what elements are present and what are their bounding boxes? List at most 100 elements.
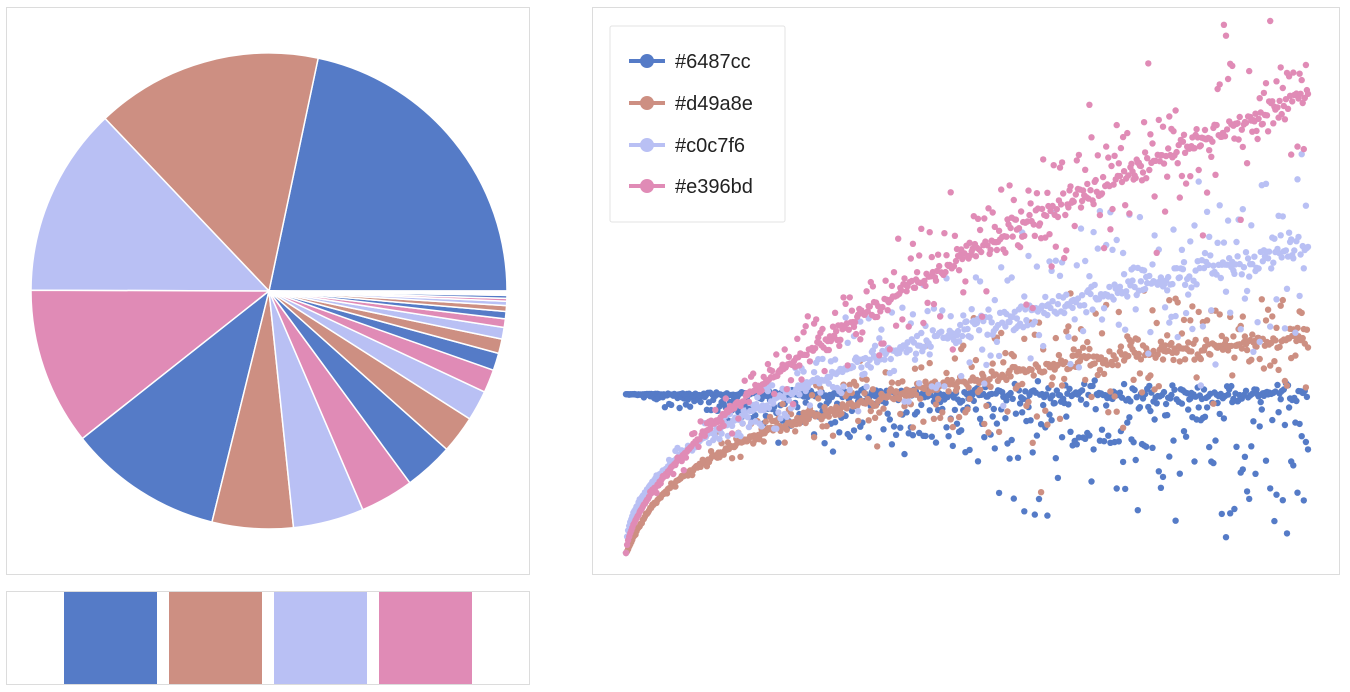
- pie-slice: [30, 289, 270, 440]
- scatter-point: [1241, 333, 1249, 340]
- scatter-point: [1262, 80, 1270, 87]
- scatter-point: [1000, 359, 1007, 366]
- scatter-point: [1172, 312, 1179, 320]
- scatter-point: [1071, 316, 1078, 323]
- scatter-point: [905, 398, 912, 405]
- scatter-point: [976, 415, 984, 422]
- scatter-point: [1203, 404, 1211, 411]
- scatter-point: [974, 458, 982, 465]
- scatter-point: [888, 379, 896, 386]
- scatter-point: [1304, 90, 1312, 98]
- scatter-point: [1242, 119, 1250, 127]
- scatter-point: [1252, 110, 1259, 117]
- scatter-point: [1084, 180, 1091, 188]
- scatter-point: [1195, 166, 1202, 174]
- scatter-point: [943, 252, 950, 259]
- scatter-point: [848, 307, 856, 314]
- scatter-point: [909, 311, 917, 318]
- scatter-point: [1176, 274, 1183, 281]
- scatter-point: [1262, 317, 1270, 324]
- scatter-point: [1140, 267, 1148, 274]
- scatter-point: [1113, 408, 1120, 415]
- scatter-point: [1075, 364, 1083, 371]
- scatter-point: [1292, 352, 1299, 359]
- scatter-point: [780, 394, 787, 402]
- scatter-point: [981, 420, 988, 428]
- scatter-point: [897, 410, 904, 418]
- scatter-point: [777, 415, 784, 422]
- scatter-point: [1159, 473, 1167, 481]
- scatter-point: [1168, 339, 1175, 347]
- scatter-point: [949, 442, 956, 450]
- scatter-point: [810, 434, 818, 441]
- scatter-point: [1304, 446, 1312, 453]
- scatter-point: [1238, 126, 1245, 133]
- scatter-point: [1089, 306, 1096, 313]
- scatter-point: [926, 229, 933, 236]
- scatter-point: [1290, 255, 1297, 262]
- scatter-point: [1260, 365, 1268, 372]
- scatter-point: [905, 323, 912, 330]
- scatter-point: [1161, 304, 1169, 311]
- scatter-point: [1124, 293, 1131, 300]
- scatter-point: [1025, 252, 1032, 260]
- scatter-point: [1157, 338, 1165, 345]
- scatter-point: [1187, 317, 1194, 324]
- scatter-point: [1065, 333, 1072, 340]
- scatter-point: [1270, 120, 1277, 127]
- scatter-point: [1132, 456, 1139, 464]
- scatter-point: [866, 303, 873, 310]
- scatter-point: [1126, 414, 1133, 421]
- scatter-point: [1220, 21, 1228, 28]
- scatter-point: [1235, 136, 1242, 143]
- pie-slice: [30, 117, 270, 292]
- scatter-point: [1243, 346, 1251, 354]
- scatter-point: [913, 269, 921, 276]
- scatter-point: [1179, 138, 1187, 145]
- scatter-point: [966, 395, 973, 402]
- scatter-point: [1248, 356, 1255, 363]
- scatter-point: [838, 410, 845, 417]
- scatter-point: [825, 380, 832, 387]
- scatter-point: [1088, 134, 1095, 141]
- scatter-point: [1165, 145, 1172, 152]
- scatter-point: [937, 313, 944, 320]
- scatter-point: [874, 313, 881, 321]
- scatter-point: [924, 299, 931, 306]
- scatter-point: [1052, 257, 1059, 264]
- scatter-point: [1237, 216, 1244, 223]
- scatter-point: [1070, 346, 1077, 353]
- scatter-point: [882, 399, 889, 406]
- scatter-point: [840, 294, 847, 301]
- scatter-point: [1054, 213, 1062, 221]
- scatter-point: [1271, 235, 1278, 242]
- scatter-point: [1048, 381, 1055, 388]
- scatter-point: [1113, 236, 1120, 244]
- scatter-point: [1100, 305, 1108, 312]
- scatter-point: [1244, 255, 1252, 262]
- scatter-point: [836, 342, 843, 349]
- scatter-point: [1284, 105, 1292, 113]
- scatter-point: [1181, 356, 1189, 363]
- scatter-point: [1146, 166, 1153, 174]
- scatter-point: [845, 326, 852, 333]
- scatter-point: [1134, 336, 1141, 343]
- scatter-point: [1141, 149, 1149, 156]
- scatter-point: [1088, 478, 1095, 485]
- scatter-point: [911, 284, 919, 291]
- scatter-point: [1123, 288, 1130, 295]
- scatter-point: [794, 335, 801, 342]
- scatter-point: [1277, 232, 1284, 239]
- scatter-point: [1270, 259, 1277, 266]
- scatter-point: [1109, 361, 1116, 369]
- scatter-point: [1248, 443, 1255, 450]
- scatter-point: [1122, 485, 1129, 493]
- scatter-point: [953, 384, 961, 391]
- scatter-point: [712, 406, 719, 414]
- scatter-point: [1221, 133, 1229, 140]
- scatter-point: [1271, 358, 1278, 365]
- scatter-point: [1234, 120, 1241, 127]
- scatter-point: [1086, 432, 1093, 439]
- scatter-point: [1052, 243, 1059, 250]
- scatter-point: [923, 381, 930, 388]
